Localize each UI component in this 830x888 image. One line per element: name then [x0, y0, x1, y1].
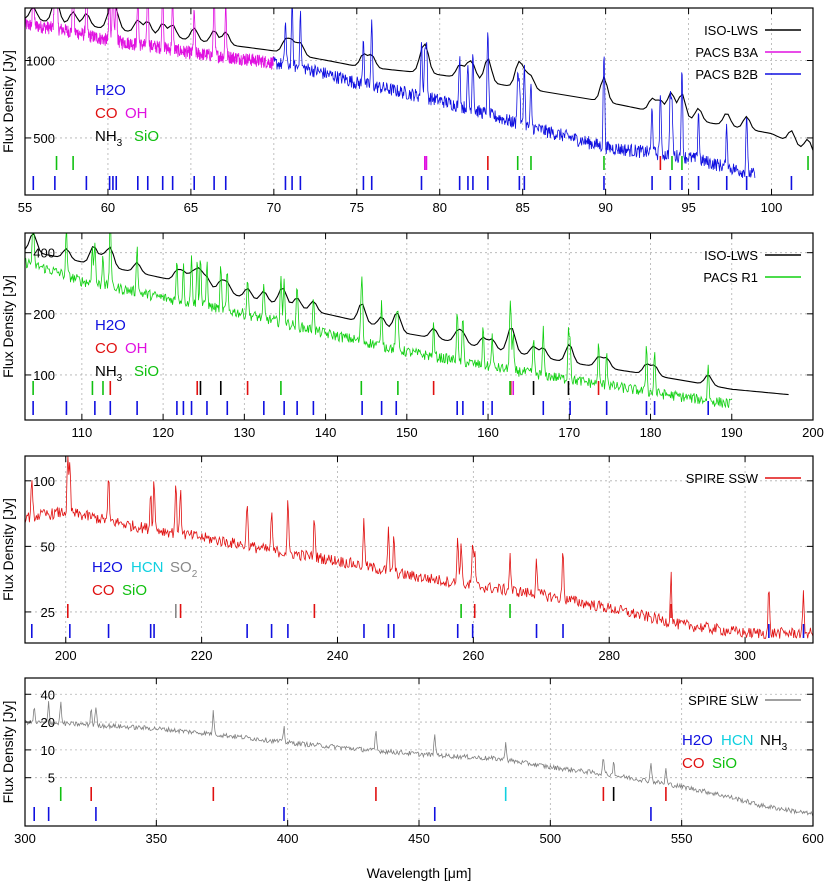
x-tick-label: 100 — [761, 200, 783, 215]
x-tick-label: 110 — [71, 425, 92, 440]
panel-4: 300 350 400 450 500 550 600 5 10 20 40 Flux Density… — [0, 677, 824, 881]
legend-label: PACS R1 — [703, 270, 758, 285]
species-label-h2o: H2O — [95, 82, 126, 99]
species-label-nh3: NH3 — [95, 363, 123, 384]
y-tick-label: 100 — [33, 474, 55, 489]
y-tick-label: 10 — [41, 743, 55, 758]
y-tick-label: 400 — [33, 246, 55, 261]
y-tick-label: 1000 — [26, 54, 55, 69]
species-label-sio: SiO — [122, 582, 147, 599]
plot-frame — [24, 7, 814, 196]
legend-label: SPIRE SLW — [688, 693, 759, 708]
x-tick-label: 280 — [598, 648, 620, 663]
y-tick-label: 100 — [33, 368, 55, 383]
x-tick-label: 200 — [802, 425, 824, 440]
x-tick-label: 70 — [267, 200, 281, 215]
y-tick-label: 20 — [41, 715, 55, 730]
y-tick-label: 200 — [33, 307, 55, 322]
x-tick-label: 500 — [539, 831, 561, 846]
y-tick-label: 500 — [33, 131, 55, 146]
legend-label: ISO-LWS — [704, 23, 758, 38]
species-label-co: CO — [92, 582, 115, 599]
x-tick-label: 170 — [558, 425, 580, 440]
x-tick-label: 140 — [315, 425, 337, 440]
species-label-h2o: H2O — [92, 559, 123, 576]
species-label-nh3: NH3 — [95, 128, 123, 149]
x-tick-label: 220 — [191, 648, 213, 663]
species-label-oh: OH — [125, 105, 148, 122]
species-label-hcn: HCN — [131, 559, 164, 576]
x-tick-label: 120 — [152, 425, 174, 440]
plot-frame — [24, 232, 814, 421]
panel-2: 110 120 130 140 150 160 170 180 190 200 100 200 400 F… — [0, 232, 824, 440]
x-tick-label: 160 — [477, 425, 499, 440]
y-tick-label: 25 — [41, 605, 55, 620]
species-label-co: CO — [682, 755, 705, 772]
x-tick-label: 450 — [408, 831, 430, 846]
x-tick-label: 550 — [671, 831, 693, 846]
species-label-h2o: H2O — [682, 732, 713, 749]
x-tick-label: 85 — [515, 200, 529, 215]
species-label-h2o: H2O — [95, 317, 126, 334]
species-label-oh: OH — [125, 340, 148, 357]
plot-frame — [24, 455, 814, 644]
x-tick-label: 300 — [734, 648, 756, 663]
x-tick-label: 200 — [55, 648, 77, 663]
species-label-nh3: NH3 — [760, 732, 788, 753]
x-tick-label: 260 — [462, 648, 484, 663]
panel-1: 55 60 65 70 75 80 85 90 95 100 500 1000 Flux Density… — [0, 7, 814, 215]
y-tick-label: 5 — [48, 771, 55, 786]
x-tick-label: 300 — [14, 831, 36, 846]
x-tick-label: 180 — [640, 425, 662, 440]
x-tick-label: 240 — [327, 648, 349, 663]
panel-3: 200 220 240 260 280 300 25 50 100 Flux Density [J… — [0, 455, 814, 663]
y-axis-label: Flux Density [Jy] — [0, 275, 16, 378]
y-axis-label: Flux Density [Jy] — [0, 498, 16, 601]
x-tick-label: 600 — [802, 831, 824, 846]
y-tick-label: 50 — [41, 539, 55, 554]
x-tick-label: 95 — [681, 200, 695, 215]
legend-label: SPIRE SSW — [686, 471, 759, 486]
species-label-so2: SO2 — [170, 559, 198, 580]
series-line-spire-ssw — [25, 456, 813, 639]
series-line-pacs-b2b — [273, 8, 756, 179]
species-label-sio: SiO — [134, 128, 159, 145]
series-line-pacs-b3a — [25, 8, 275, 71]
x-tick-label: 65 — [184, 200, 198, 215]
x-tick-label: 350 — [145, 831, 167, 846]
y-axis-label: Flux Density [Jy] — [0, 701, 16, 804]
legend-label: PACS B2B — [695, 67, 758, 82]
species-label-co: CO — [95, 105, 118, 122]
legend-label: ISO-LWS — [704, 248, 758, 263]
series-line-pacs-r1 — [25, 233, 733, 409]
x-tick-label: 80 — [433, 200, 447, 215]
y-axis-label: Flux Density [Jy] — [0, 50, 16, 153]
species-label-sio: SiO — [134, 363, 159, 380]
species-label-sio: SiO — [712, 755, 737, 772]
x-tick-label: 55 — [18, 200, 32, 215]
x-tick-label: 130 — [233, 425, 255, 440]
series-line-iso-lws — [25, 233, 789, 396]
x-tick-label: 90 — [598, 200, 612, 215]
x-tick-label: 60 — [101, 200, 115, 215]
x-axis-label: Wavelength [μm] — [367, 865, 472, 881]
series-line-spire-slw — [25, 701, 813, 817]
x-tick-label: 190 — [721, 425, 743, 440]
x-tick-label: 150 — [396, 425, 418, 440]
species-label-co: CO — [95, 340, 118, 357]
species-label-hcn: HCN — [721, 732, 754, 749]
legend-label: PACS B3A — [695, 45, 758, 60]
x-tick-label: 400 — [277, 831, 299, 846]
y-tick-label: 40 — [41, 687, 55, 702]
x-tick-label: 75 — [350, 200, 364, 215]
